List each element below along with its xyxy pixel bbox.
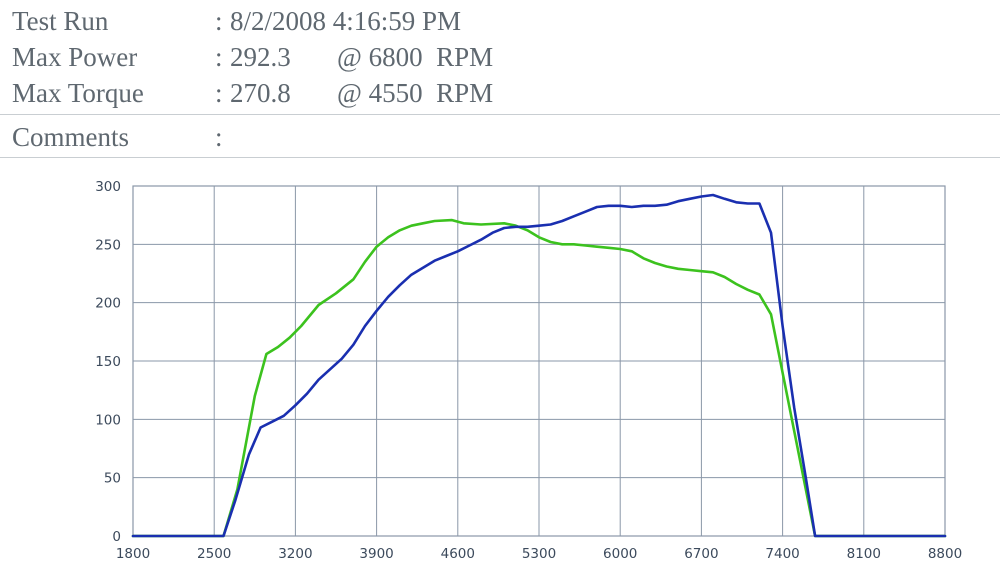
comments-colon: : (215, 122, 223, 152)
x-tick-label: 3200 (278, 546, 312, 562)
plot-frame (132, 185, 946, 537)
y-tick-label: 250 (95, 237, 121, 253)
max-torque-colon: : (215, 78, 223, 108)
x-tick-label: 6000 (603, 546, 637, 562)
test-run-value: 8/2/2008 4:16:59 PM (230, 6, 462, 36)
max-torque-value: 270.8 (230, 78, 291, 108)
max-torque-label: Max Torque (12, 78, 144, 108)
comments-label: Comments (12, 122, 130, 152)
chart-grid (132, 185, 946, 537)
y-tick-label: 100 (95, 412, 121, 428)
x-tick-label: 5300 (522, 546, 556, 562)
max-power-label: Max Power (12, 42, 138, 72)
y-tick-label: 0 (112, 529, 121, 545)
test-run-label: Test Run (12, 6, 109, 36)
x-tick-label: 6700 (684, 546, 718, 562)
max-power-rpm: @ 6800 RPM (337, 42, 494, 72)
y-tick-label: 300 (95, 179, 121, 195)
max-torque-rpm: @ 4550 RPM (337, 78, 494, 108)
x-tick-label: 4600 (441, 546, 475, 562)
x-tick-label: 8800 (928, 546, 962, 562)
x-tick-label: 8100 (847, 546, 881, 562)
chart-ticks: 1800 2500 3200 3900 4600 5300 6000 6700 7400 8100… (95, 179, 962, 562)
x-tick-label: 7400 (765, 546, 799, 562)
power-curve (131, 193, 947, 538)
chart-series (131, 193, 947, 538)
x-tick-label: 2500 (197, 546, 231, 562)
y-tick-label: 50 (104, 471, 121, 487)
test-run-colon: : (215, 6, 223, 36)
x-tick-label: 1800 (116, 546, 150, 562)
comments-divider (0, 157, 1000, 158)
header-divider (0, 114, 1000, 115)
max-power-value: 292.3 (230, 42, 291, 72)
y-tick-label: 150 (95, 354, 121, 370)
x-tick-label: 3900 (359, 546, 393, 562)
max-power-colon: : (215, 42, 223, 72)
torque-curve (131, 218, 947, 538)
y-tick-label: 200 (95, 296, 121, 312)
